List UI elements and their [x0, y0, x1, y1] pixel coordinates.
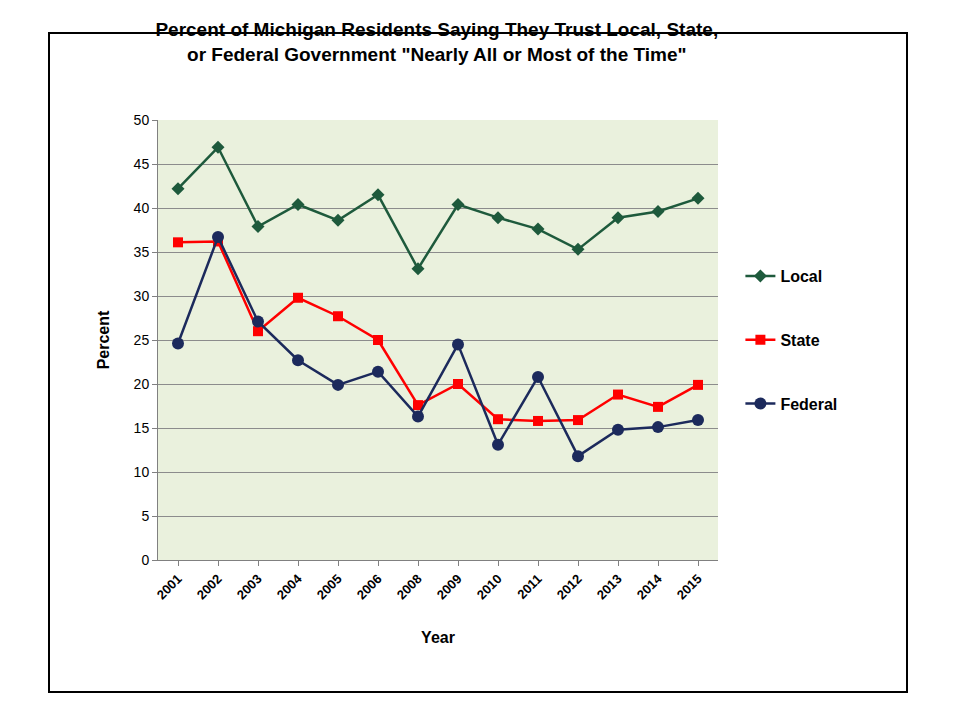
svg-text:0: 0 [141, 552, 149, 568]
svg-text:2009: 2009 [434, 571, 465, 602]
svg-text:Federal: Federal [780, 396, 837, 413]
svg-text:2002: 2002 [194, 571, 225, 602]
svg-text:20: 20 [134, 376, 150, 392]
svg-text:30: 30 [134, 288, 150, 304]
svg-text:2014: 2014 [634, 571, 666, 603]
svg-text:2001: 2001 [154, 571, 185, 602]
svg-text:2006: 2006 [354, 571, 385, 602]
svg-text:40: 40 [134, 200, 150, 216]
svg-text:Percent: Percent [95, 310, 112, 369]
svg-text:45: 45 [134, 156, 150, 172]
svg-text:2004: 2004 [274, 571, 306, 603]
svg-text:Year: Year [421, 629, 455, 646]
svg-text:25: 25 [134, 332, 150, 348]
svg-text:2011: 2011 [514, 571, 545, 602]
svg-text:2003: 2003 [234, 571, 265, 602]
svg-text:5: 5 [141, 508, 149, 524]
svg-text:2005: 2005 [314, 571, 345, 602]
svg-text:2015: 2015 [674, 571, 705, 602]
svg-text:2010: 2010 [474, 571, 505, 602]
svg-text:Local: Local [780, 268, 822, 285]
svg-text:10: 10 [134, 464, 150, 480]
svg-text:Percent of Michigan Residents: Percent of Michigan Residents Saying The… [155, 19, 718, 65]
svg-text:State: State [780, 332, 819, 349]
svg-text:2012: 2012 [554, 571, 585, 602]
svg-text:50: 50 [134, 112, 150, 128]
svg-text:2013: 2013 [594, 571, 625, 602]
svg-text:2008: 2008 [394, 571, 425, 602]
svg-text:35: 35 [134, 244, 150, 260]
svg-text:15: 15 [134, 420, 150, 436]
